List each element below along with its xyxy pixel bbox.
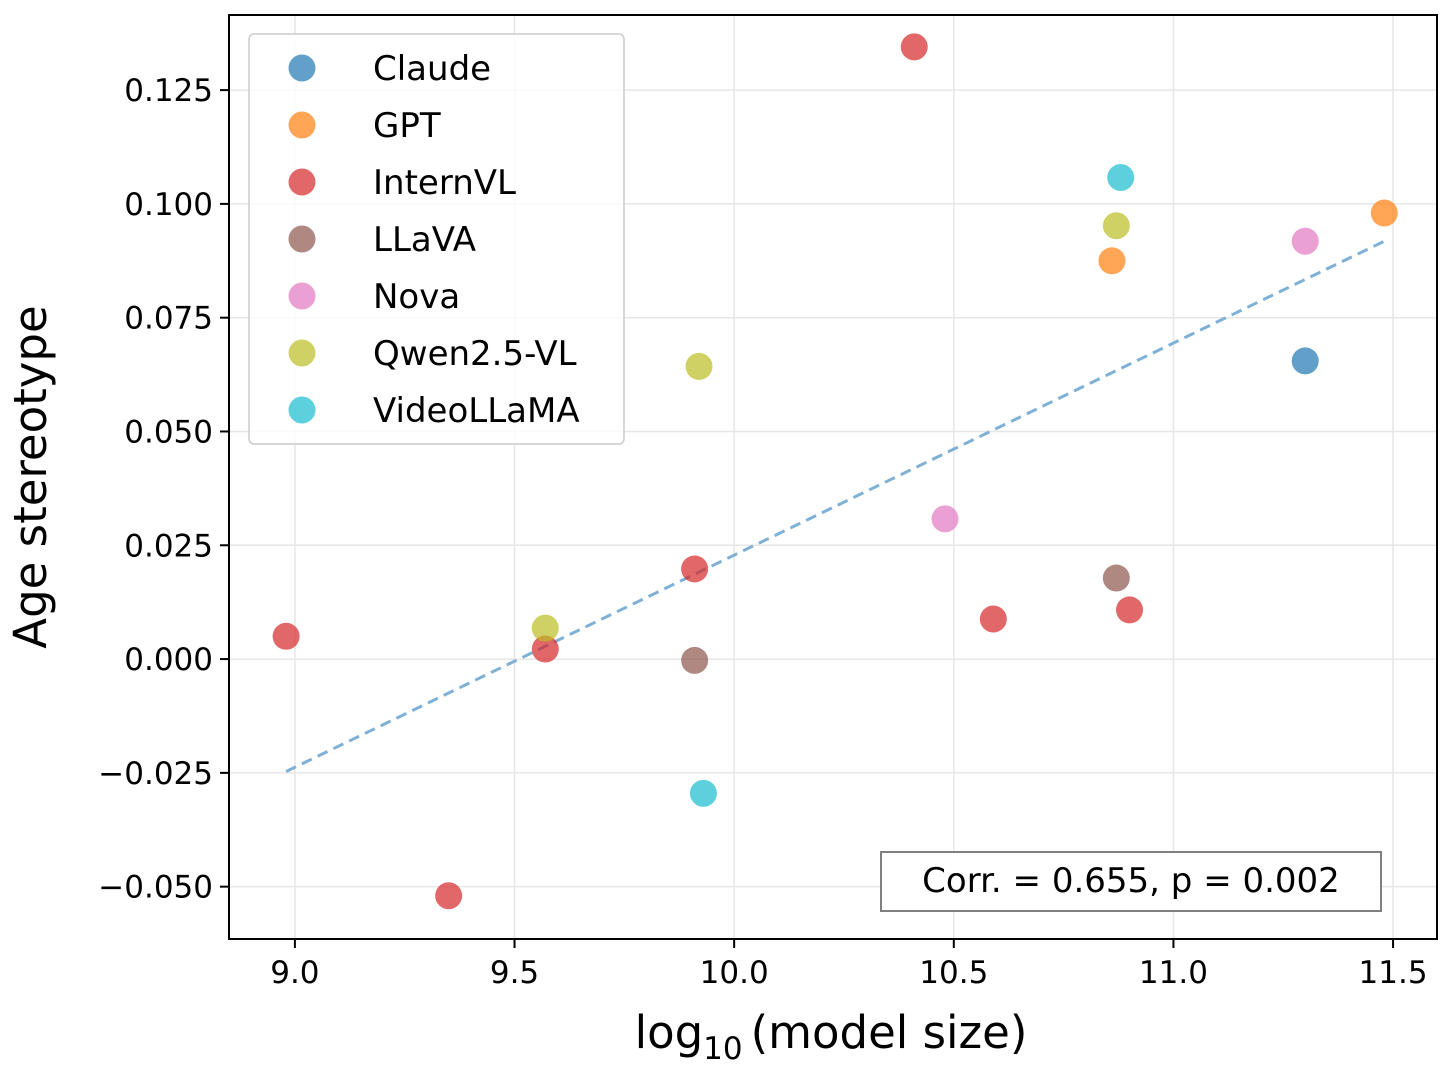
y-tick-label: 0.075 <box>124 301 213 337</box>
annotation-box <box>880 851 1382 912</box>
x-axis-title-subscript: 10 <box>703 1031 742 1067</box>
legend-marker-nova <box>288 282 316 310</box>
x-tick-label: 10.0 <box>700 955 769 991</box>
legend-marker-claude <box>288 54 316 82</box>
data-point-llava <box>1102 564 1130 592</box>
plot-frame <box>228 14 1438 940</box>
data-point-claude <box>1291 347 1319 375</box>
legend-label-claude: Claude <box>373 49 491 89</box>
data-point-internvl <box>435 882 463 910</box>
legend-label-gpt: GPT <box>373 106 441 146</box>
annotation-text: Corr. = 0.655, p = 0.002 <box>922 861 1340 901</box>
legend-marker-videollama <box>288 396 316 424</box>
legend-marker-qwen2-5-vl <box>288 339 316 367</box>
legend-marker-internvl <box>288 168 316 196</box>
x-tick-label: 9.5 <box>490 955 539 991</box>
legend-label-internvl: InternVL <box>373 163 516 203</box>
data-point-qwen2-5-vl <box>685 352 713 380</box>
data-point-internvl <box>900 33 928 61</box>
data-point-internvl <box>272 622 300 650</box>
data-point-internvl <box>681 555 709 583</box>
legend-label-llava: LLaVA <box>373 220 476 260</box>
data-point-internvl <box>1116 596 1144 624</box>
y-tick-label: −0.025 <box>98 756 213 792</box>
y-tick-label: 0.000 <box>124 642 213 678</box>
y-tick-label: −0.050 <box>98 870 213 906</box>
legend-label-nova: Nova <box>373 277 460 317</box>
y-tick-label: 0.100 <box>124 187 213 223</box>
x-tick-label: 10.5 <box>919 955 988 991</box>
data-points <box>272 33 1398 910</box>
legend: Claude GPT InternVL LLaVA Nova Qwen2.5-VL Vide… <box>248 33 625 445</box>
x-tick-label: 11.0 <box>1139 955 1208 991</box>
y-tick-label: 0.125 <box>124 73 213 109</box>
data-point-gpt <box>1370 199 1398 227</box>
correlation-annotation: Corr. = 0.655, p = 0.002 <box>880 851 1382 912</box>
axis-ticks: 9.0 9.5 10.0 10.5 11.0 11.5 −0.050 −0.025 0.000 0… <box>98 73 1427 991</box>
data-point-nova <box>1291 227 1319 255</box>
legend-label-videollama: VideoLLaMA <box>373 391 580 431</box>
data-point-gpt <box>1098 247 1126 275</box>
legend-marker-llava <box>288 225 316 253</box>
data-point-qwen2-5-vl <box>1102 212 1130 240</box>
y-tick-label: 0.025 <box>124 528 213 564</box>
data-point-nova <box>931 505 959 533</box>
y-tick-label: 0.050 <box>124 414 213 450</box>
x-axis-title-main: log <box>635 1006 704 1059</box>
data-point-videollama <box>689 779 717 807</box>
x-axis-title-rest: (model size) <box>751 1006 1028 1059</box>
data-point-internvl <box>531 635 559 663</box>
y-axis-title: Age stereotype <box>4 305 57 648</box>
legend-label-qwen2-5-vl: Qwen2.5-VL <box>373 334 577 374</box>
legend-box <box>248 33 625 445</box>
trend-line-group <box>285 239 1385 773</box>
x-axis-title: log10 (model size) <box>635 1006 1028 1067</box>
trend-line <box>285 239 1385 773</box>
data-point-videollama <box>1107 163 1135 191</box>
data-point-internvl <box>979 605 1007 633</box>
x-tick-label: 11.5 <box>1359 955 1428 991</box>
legend-marker-gpt <box>288 111 316 139</box>
x-tick-label: 9.0 <box>270 955 319 991</box>
data-point-qwen2-5-vl <box>531 614 559 642</box>
data-point-llava <box>681 646 709 674</box>
